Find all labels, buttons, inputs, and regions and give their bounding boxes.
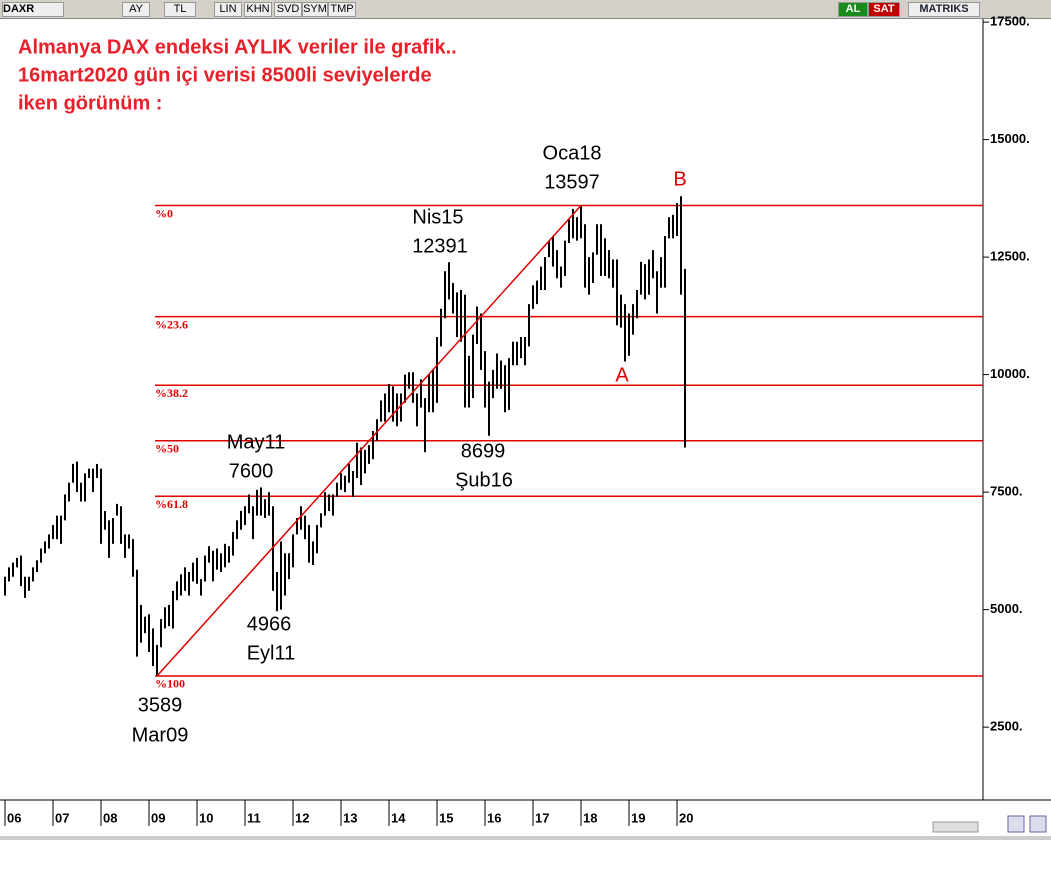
sell-button[interactable]: SAT <box>868 2 900 17</box>
x-tick-label: 14 <box>391 810 406 825</box>
y-tick-label: 5000. <box>990 601 1023 616</box>
annotation: Oca18 <box>543 142 602 164</box>
annotation: A <box>615 364 629 386</box>
toolbar: DAXR AY TL LIN KHN SVD SYM TMP AL SAT MA… <box>0 0 1051 19</box>
x-tick-label: 20 <box>679 810 693 825</box>
x-tick-label: 13 <box>343 810 357 825</box>
plot-area <box>0 19 983 800</box>
x-tick-label: 08 <box>103 810 117 825</box>
annotation: Mar09 <box>132 724 189 746</box>
x-tick-label: 09 <box>151 810 165 825</box>
symbol[interactable]: DAXR <box>2 2 64 17</box>
y-tick-label: 15000. <box>990 131 1030 146</box>
annotation: May11 <box>227 431 286 453</box>
x-tick-label: 11 <box>247 810 261 825</box>
toolbar-button[interactable]: SVD <box>274 2 302 17</box>
x-tick-label: 12 <box>295 810 309 825</box>
fib-label: %23.6 <box>155 317 188 331</box>
y-tick-label: 12500. <box>990 249 1030 264</box>
zoom-button[interactable] <box>1029 815 1047 833</box>
scrollbar[interactable] <box>932 821 979 833</box>
annotation: Eyl11 <box>247 642 296 664</box>
x-tick-label: 18 <box>583 810 597 825</box>
trend-line <box>156 205 582 677</box>
toolbar-button[interactable]: KHN <box>244 2 272 17</box>
title-line: 16mart2020 gün içi verisi 8500li seviyel… <box>18 64 432 86</box>
annotation: Nis15 <box>412 206 463 228</box>
x-tick-label: 10 <box>199 810 213 825</box>
y-tick-label: 10000. <box>990 366 1030 381</box>
title-line: iken görünüm : <box>18 92 162 114</box>
y-tick-label: 7500. <box>990 484 1023 499</box>
toolbar-button[interactable]: TMP <box>328 2 356 17</box>
fib-label: %61.8 <box>155 497 188 511</box>
y-tick-label: 2500. <box>990 719 1023 734</box>
x-tick-label: 17 <box>535 810 549 825</box>
annotation: 4966 <box>247 613 292 635</box>
x-tick-label: 06 <box>7 810 21 825</box>
y-tick-label: 17500. <box>990 14 1030 29</box>
annotation: 3589 <box>138 694 183 716</box>
annotation: 12391 <box>412 235 468 257</box>
buy-button[interactable]: AL <box>838 2 868 17</box>
annotation: 13597 <box>544 171 600 193</box>
title-line: Almanya DAX endeksi AYLIK veriler ile gr… <box>18 36 457 58</box>
annotation: Şub16 <box>455 469 513 491</box>
fib-label: %38.2 <box>155 386 188 400</box>
fib-label: %0 <box>155 206 173 220</box>
annotation: B <box>673 168 686 190</box>
refresh-button[interactable] <box>1007 815 1025 833</box>
annotation: 7600 <box>229 460 274 482</box>
x-tick-label: 16 <box>487 810 501 825</box>
brand: MATRIKS <box>908 2 980 17</box>
fib-label: %50 <box>155 442 179 456</box>
x-tick-label: 15 <box>439 810 453 825</box>
toolbar-button[interactable]: LIN <box>214 2 242 17</box>
toolbar-button[interactable]: TL <box>164 2 196 17</box>
x-tick-label: 07 <box>55 810 69 825</box>
annotation: 8699 <box>461 440 506 462</box>
toolbar-button[interactable]: AY <box>122 2 150 17</box>
fib-label: %100 <box>155 677 185 691</box>
scroll-strip <box>0 836 1051 840</box>
x-tick-label: 19 <box>631 810 645 825</box>
toolbar-button[interactable]: SYM <box>302 2 328 17</box>
